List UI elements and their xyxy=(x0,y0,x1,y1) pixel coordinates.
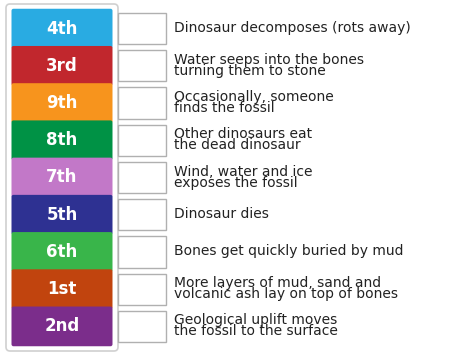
Text: finds the fossil: finds the fossil xyxy=(174,101,274,115)
Bar xyxy=(118,162,166,193)
Text: 7th: 7th xyxy=(46,169,78,186)
Text: Other dinosaurs eat: Other dinosaurs eat xyxy=(174,127,312,141)
Text: 1st: 1st xyxy=(47,280,77,298)
FancyBboxPatch shape xyxy=(11,306,112,346)
Text: Water seeps into the bones: Water seeps into the bones xyxy=(174,53,364,67)
FancyBboxPatch shape xyxy=(11,83,112,123)
Bar xyxy=(118,125,166,156)
FancyBboxPatch shape xyxy=(6,4,118,351)
Text: 9th: 9th xyxy=(46,94,78,112)
Text: 3rd: 3rd xyxy=(46,57,78,75)
Text: 8th: 8th xyxy=(46,131,78,149)
Text: Occasionally, someone: Occasionally, someone xyxy=(174,90,334,104)
FancyBboxPatch shape xyxy=(11,46,112,86)
FancyBboxPatch shape xyxy=(11,269,112,309)
Bar xyxy=(118,87,166,119)
Bar xyxy=(118,13,166,44)
FancyBboxPatch shape xyxy=(11,232,112,272)
Text: 5th: 5th xyxy=(46,206,78,224)
FancyBboxPatch shape xyxy=(11,9,112,49)
Bar xyxy=(118,199,166,230)
Text: 4th: 4th xyxy=(46,20,78,38)
Text: exposes the fossil: exposes the fossil xyxy=(174,175,298,190)
Text: turning them to stone: turning them to stone xyxy=(174,64,326,78)
Bar xyxy=(118,311,166,342)
FancyBboxPatch shape xyxy=(11,195,112,235)
Text: Geological uplift moves: Geological uplift moves xyxy=(174,313,337,327)
Text: Bones get quickly buried by mud: Bones get quickly buried by mud xyxy=(174,245,403,258)
Bar xyxy=(118,236,166,268)
Text: the fossil to the surface: the fossil to the surface xyxy=(174,324,338,338)
Text: 6th: 6th xyxy=(46,243,78,261)
Text: Dinosaur dies: Dinosaur dies xyxy=(174,207,269,221)
FancyBboxPatch shape xyxy=(11,120,112,160)
Text: volcanic ash lay on top of bones: volcanic ash lay on top of bones xyxy=(174,287,398,301)
Bar xyxy=(118,274,166,305)
Text: More layers of mud, sand and: More layers of mud, sand and xyxy=(174,276,381,290)
Text: Wind, water and ice: Wind, water and ice xyxy=(174,164,312,179)
Text: the dead dinosaur: the dead dinosaur xyxy=(174,138,301,152)
Text: Dinosaur decomposes (rots away): Dinosaur decomposes (rots away) xyxy=(174,21,411,35)
FancyBboxPatch shape xyxy=(11,158,112,197)
Bar xyxy=(118,50,166,81)
Text: 2nd: 2nd xyxy=(45,317,80,335)
